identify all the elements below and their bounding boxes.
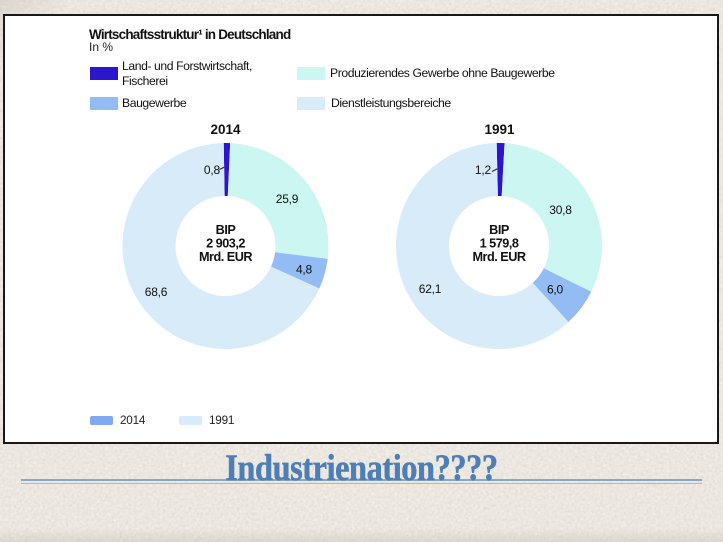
svg-text:1 579,8: 1 579,8 [480,237,519,251]
svg-text:68,6: 68,6 [145,285,168,299]
svg-text:4,8: 4,8 [296,263,313,277]
svg-text:BIP: BIP [216,223,237,237]
svg-text:1,2: 1,2 [475,163,492,177]
svg-text:BIP: BIP [489,223,510,237]
svg-text:Mrd. EUR: Mrd. EUR [199,250,252,264]
svg-text:Mrd. EUR: Mrd. EUR [472,250,525,264]
svg-text:62,1: 62,1 [419,282,442,296]
svg-text:0,8: 0,8 [204,163,221,177]
svg-text:6,0: 6,0 [547,283,564,297]
svg-text:2 903,2: 2 903,2 [206,237,245,251]
svg-text:30,8: 30,8 [549,203,572,217]
svg-text:25,9: 25,9 [276,192,299,206]
